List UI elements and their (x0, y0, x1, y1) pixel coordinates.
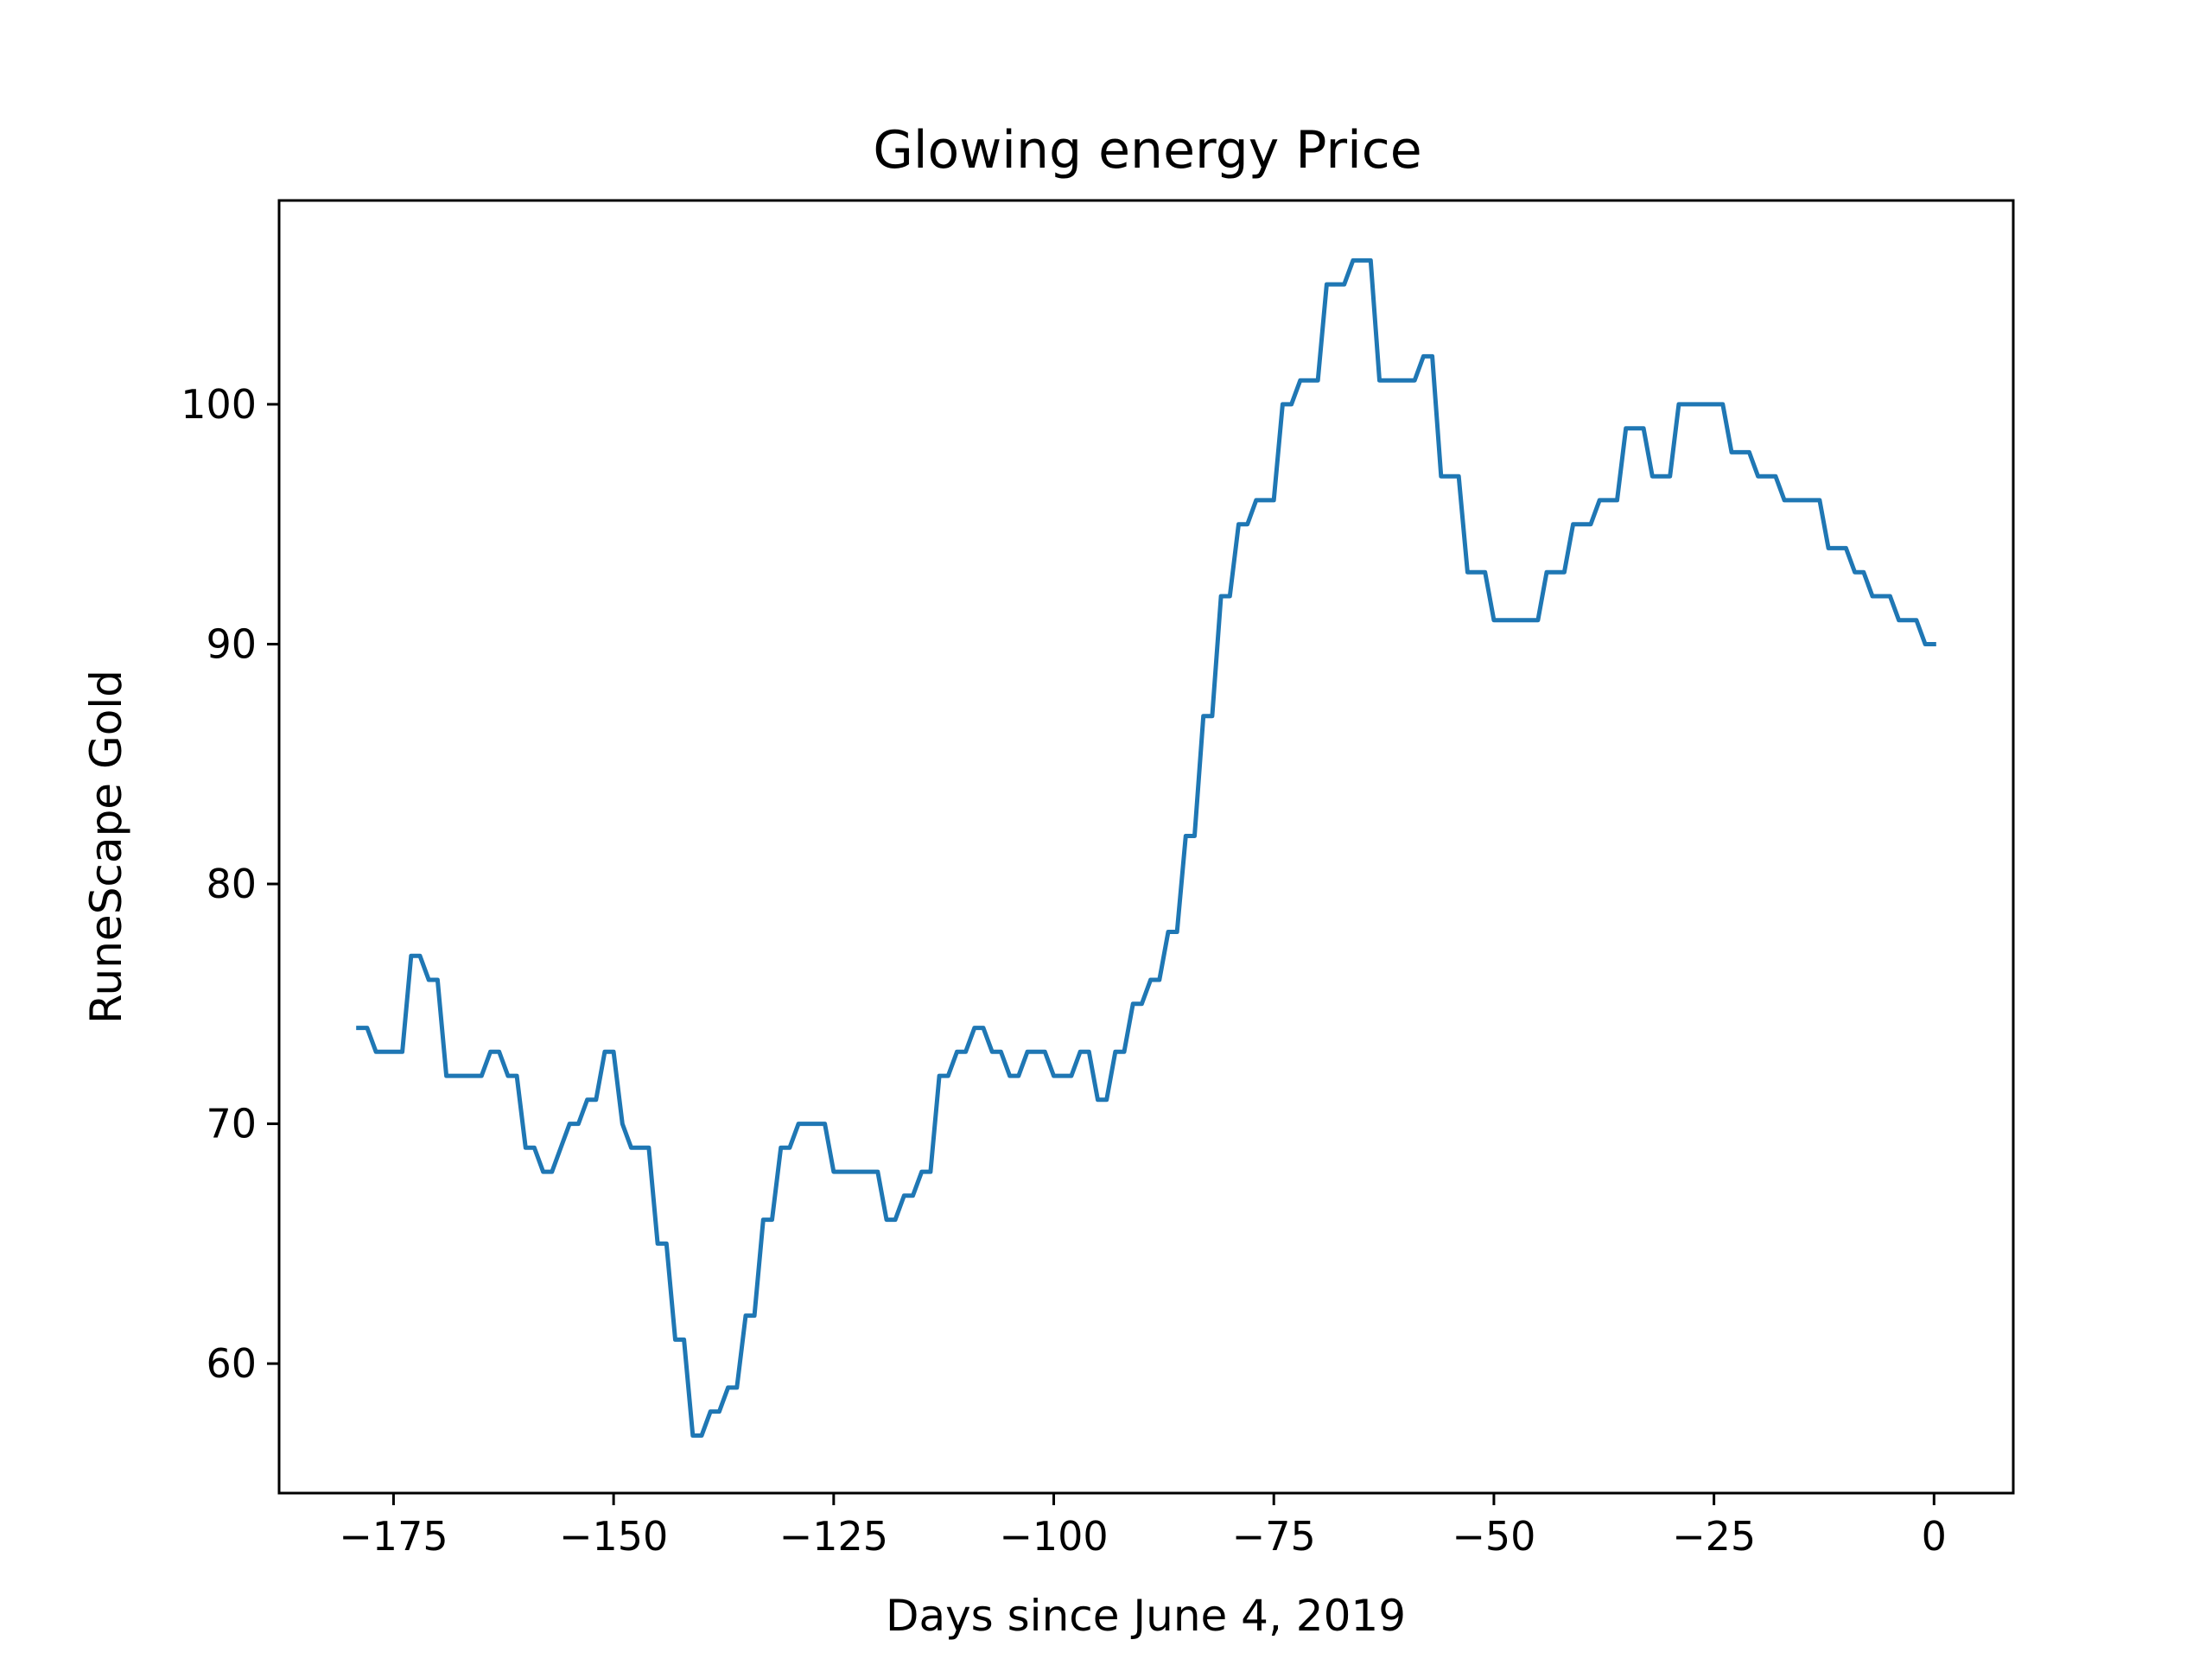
x-axis: −175 −150 −125 −100 −75 −50 −25 0 (339, 1493, 1947, 1560)
x-tick-label: −75 (1232, 1513, 1316, 1560)
y-axis: 60 70 80 90 100 (181, 381, 279, 1387)
x-tick-label: −150 (559, 1513, 668, 1560)
y-tick-label: 70 (206, 1101, 257, 1147)
plot-frame (277, 199, 2015, 1495)
y-tick-label: 90 (206, 620, 257, 667)
x-tick-label: −25 (1672, 1513, 1756, 1560)
x-axis-label: Days since June 4, 2019 (886, 1591, 1406, 1641)
y-axis-label: RuneScape Gold (81, 670, 131, 1024)
y-tick-label: 80 (206, 861, 257, 907)
series-line (356, 257, 1936, 1438)
x-tick-label: 0 (1922, 1513, 1947, 1560)
y-tick-label: 100 (181, 381, 257, 428)
x-tick-label: −175 (339, 1513, 448, 1560)
x-tick-label: −50 (1452, 1513, 1535, 1560)
x-tick-label: −100 (999, 1513, 1108, 1560)
x-tick-label: −125 (779, 1513, 888, 1560)
y-tick-label: 60 (206, 1340, 257, 1387)
chart-title: Glowing energy Price (873, 120, 1421, 181)
